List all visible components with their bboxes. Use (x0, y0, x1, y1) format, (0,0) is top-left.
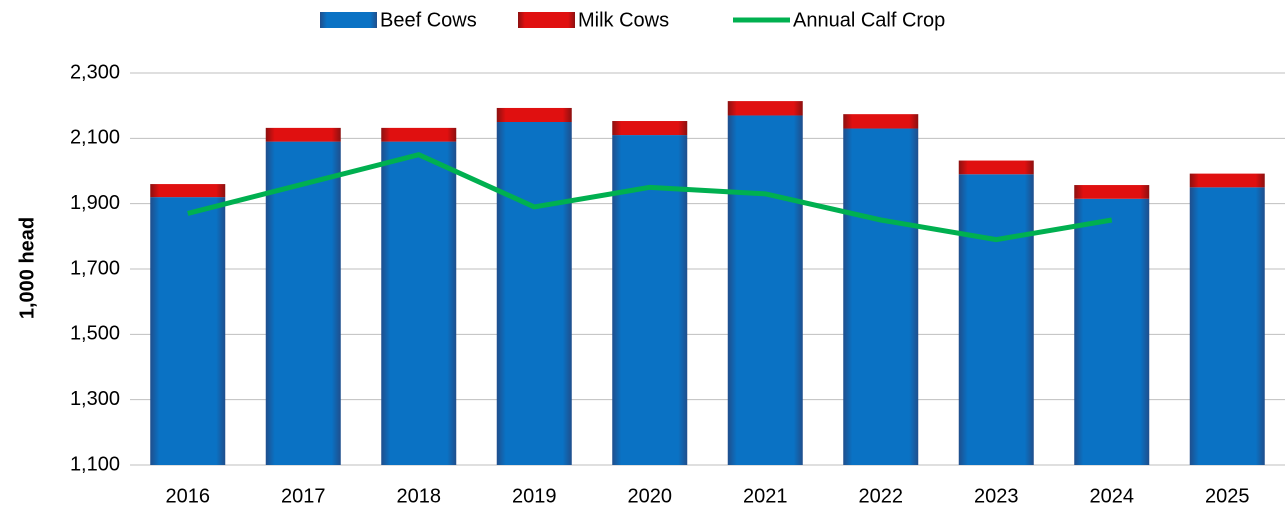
x-tick-label: 2020 (628, 485, 673, 507)
y-tick-label: 1,700 (70, 257, 120, 279)
x-tick-label: 2023 (974, 485, 1019, 507)
bar (612, 135, 688, 466)
legend-swatch (320, 12, 377, 28)
y-axis-label: 1,000 head (16, 217, 38, 319)
bar (496, 122, 572, 465)
x-tick-label: 2016 (166, 485, 211, 507)
x-tick-label: 2017 (281, 485, 326, 507)
bar (612, 121, 688, 136)
legend-label: Annual Calf Crop (793, 9, 945, 31)
y-tick-label: 1,300 (70, 388, 120, 410)
bar (381, 141, 457, 465)
y-tick-label: 1,500 (70, 323, 120, 345)
y-tick-label: 1,100 (70, 453, 120, 475)
bar (496, 107, 572, 122)
bar (958, 174, 1034, 465)
bar (265, 141, 341, 465)
bar (1189, 173, 1265, 188)
bar (843, 128, 919, 466)
bar (150, 197, 226, 465)
bar (265, 127, 341, 142)
bar (843, 114, 919, 129)
bar (1074, 185, 1150, 199)
bar (1189, 187, 1265, 466)
x-tick-label: 2025 (1205, 485, 1250, 507)
bar (727, 101, 803, 116)
y-tick-label: 2,300 (70, 61, 120, 83)
legend-swatch (518, 12, 575, 28)
line (187, 152, 1113, 243)
bar (150, 184, 226, 198)
legend-label: Beef Cows (380, 9, 477, 31)
legend-label: Milk Cows (578, 9, 669, 31)
y-tick-label: 1,900 (70, 192, 120, 214)
x-tick-label: 2018 (397, 485, 442, 507)
bar (381, 127, 457, 142)
x-tick-label: 2021 (743, 485, 788, 507)
y-tick-label: 2,100 (70, 127, 120, 149)
bar (1074, 198, 1150, 465)
x-tick-label: 2019 (512, 485, 557, 507)
x-tick-label: 2022 (859, 485, 904, 507)
bar (727, 115, 803, 465)
x-tick-label: 2024 (1090, 485, 1135, 507)
bar (958, 160, 1034, 175)
